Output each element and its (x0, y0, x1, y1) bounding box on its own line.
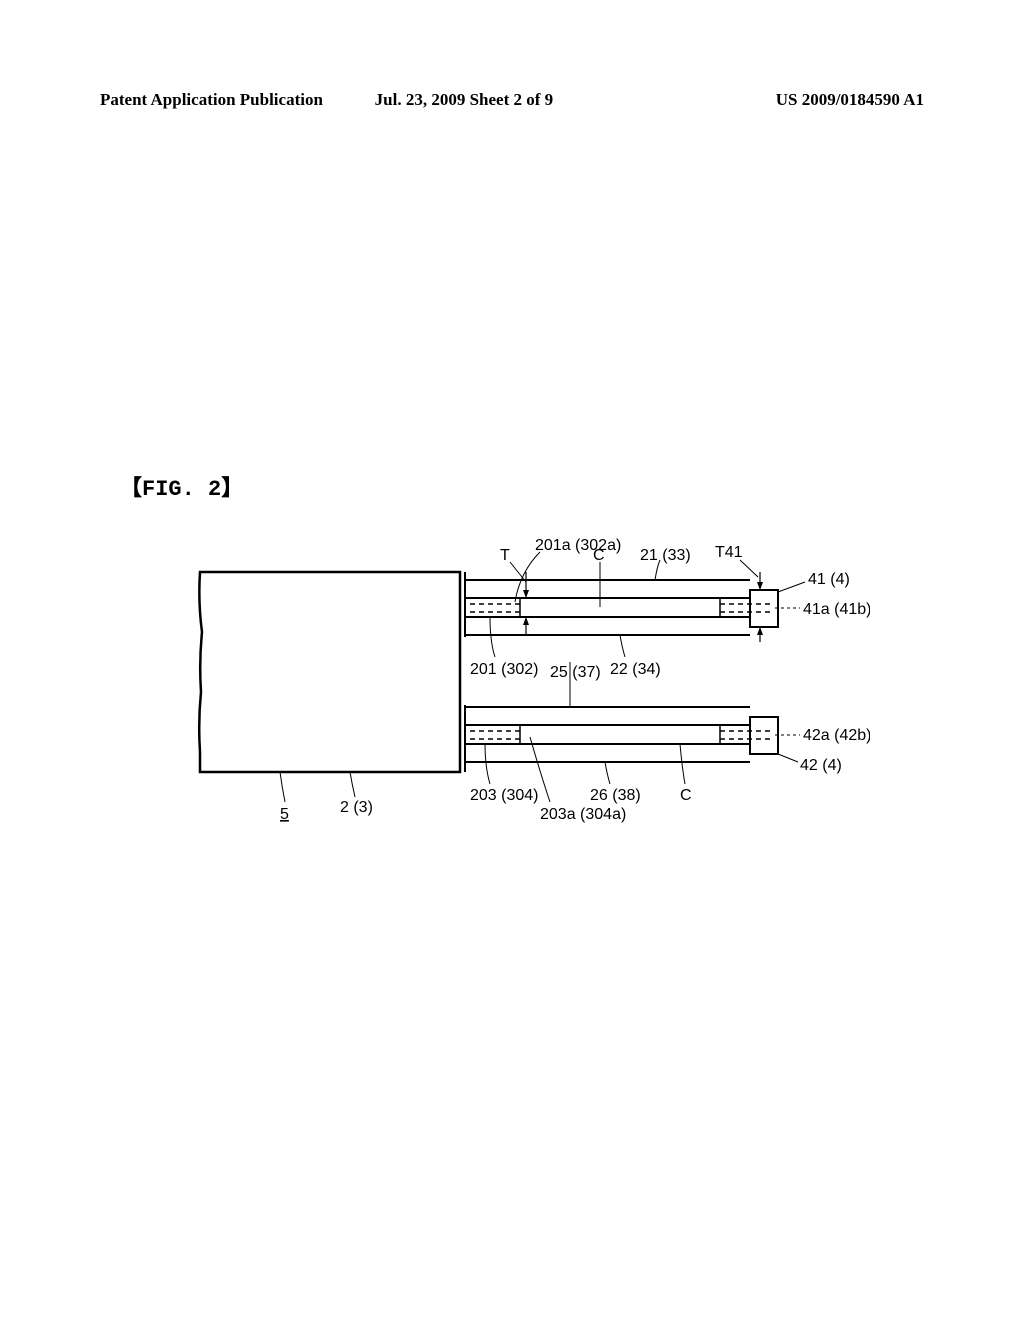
header-date-sheet: Jul. 23, 2009 Sheet 2 of 9 (375, 90, 650, 110)
leader-5 (280, 772, 285, 802)
technical-diagram: T 201a (302a) C 21 (33) T41 41 (4) 41a (… (150, 522, 870, 842)
leader-T41 (740, 560, 758, 577)
figure-diagram: T 201a (302a) C 21 (33) T41 41 (4) 41a (… (150, 522, 870, 842)
label-C-top: C (593, 547, 605, 564)
label-25: 25 (37) (550, 664, 601, 681)
label-201a: 201a (302a) (535, 537, 621, 554)
label-41a: 41a (41b) (803, 601, 870, 618)
page-header: Patent Application Publication Jul. 23, … (100, 90, 924, 110)
label-T41: T41 (715, 544, 743, 561)
label-5: 5 (280, 806, 289, 823)
arrowhead-T41-down (757, 582, 763, 590)
label-C-bot: C (680, 787, 692, 804)
label-T: T (500, 547, 510, 564)
leader-C-bot (680, 744, 685, 784)
figure-label: 【FIG. 2】 (120, 470, 924, 502)
label-203: 203 (304) (470, 787, 539, 804)
leader-22 (620, 635, 625, 657)
leader-26 (605, 762, 610, 784)
header-publication: Patent Application Publication (100, 90, 375, 110)
arrowhead-T41-up (757, 627, 763, 635)
leader-42 (778, 754, 798, 762)
label-2: 2 (3) (340, 799, 373, 816)
label-201: 201 (302) (470, 661, 539, 678)
label-21: 21 (33) (640, 547, 691, 564)
arrowhead-T-up (523, 617, 529, 625)
leader-201 (490, 617, 495, 657)
block-42 (750, 717, 778, 754)
header-patent-number: US 2009/0184590 A1 (649, 90, 924, 110)
leader-2 (350, 772, 355, 797)
arrowhead-T-down (523, 590, 529, 598)
label-41: 41 (4) (808, 571, 850, 588)
label-22: 22 (34) (610, 661, 661, 678)
block-41 (750, 590, 778, 627)
label-42a: 42a (42b) (803, 727, 870, 744)
label-42: 42 (4) (800, 757, 842, 774)
main-body-outline (199, 572, 460, 772)
label-203a: 203a (304a) (540, 806, 626, 823)
leader-203 (485, 744, 490, 784)
label-26: 26 (38) (590, 787, 641, 804)
leader-41 (778, 582, 805, 592)
leader-201a (515, 552, 540, 602)
patent-page: Patent Application Publication Jul. 23, … (0, 0, 1024, 1320)
